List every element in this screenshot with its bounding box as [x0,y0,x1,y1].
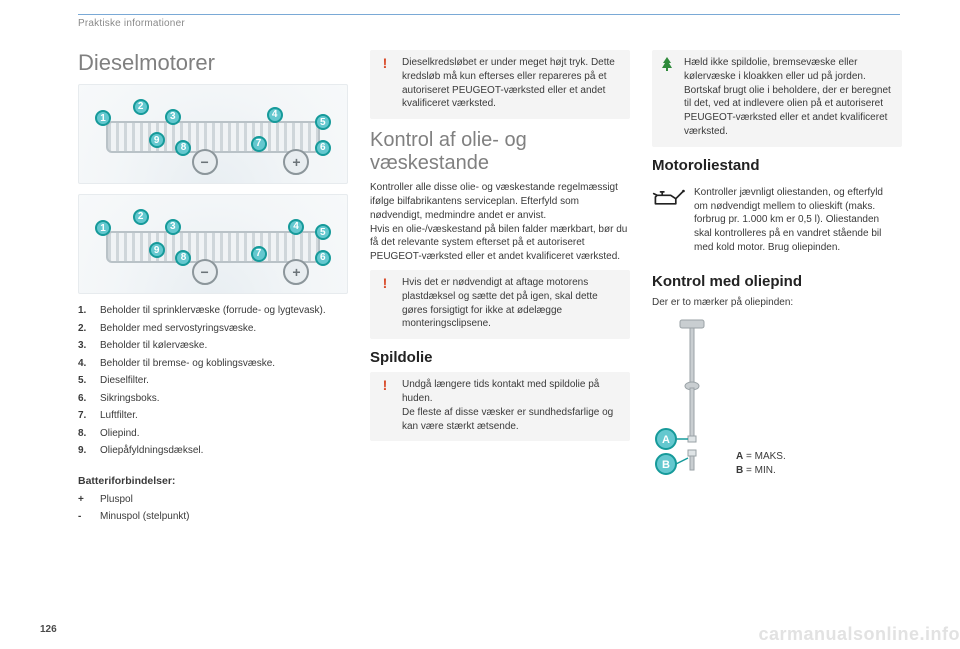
dipstick-icon: A B [652,318,722,478]
engine-grille [106,121,320,153]
figure-marker: 5 [315,114,331,130]
list-item: 6. Sikringsboks. [78,392,348,407]
list-item-text: Beholder til sprinklervæske (forrude- og… [100,304,326,319]
figure-marker: 6 [315,250,331,266]
body-oliepind: Der er to mærker på oliepinden: [652,296,902,310]
list-item-number: 1. [78,304,92,319]
figure-marker: 4 [267,107,283,123]
list-item: 2. Beholder med servostyringsvæske. [78,322,348,337]
tree-icon [658,56,676,139]
svg-text:A: A [662,434,670,446]
list-item-number: 5. [78,374,92,389]
list-item-text: Pluspol [100,493,133,508]
callout-text: Undgå længere tids kontakt med spildolie… [402,378,622,433]
list-item-text: Minuspol (stelpunkt) [100,510,189,525]
list-item-text: Dieselfilter. [100,374,149,389]
battery-minus-icon: − [192,149,218,175]
dipstick-label-b: B = MIN. [736,464,786,478]
dipstick-label-a: A = MAKS. [736,450,786,464]
warning-icon: ! [376,56,394,111]
figure-marker: 6 [315,140,331,156]
page-number: 126 [40,624,57,635]
warning-icon: ! [376,276,394,331]
figure-marker: 9 [149,242,165,258]
warning-icon: ! [376,378,394,433]
list-item: 7. Luftfilter. [78,409,348,424]
list-item-text: Oliepind. [100,427,139,442]
list-item: 8. Oliepind. [78,427,348,442]
engine-figure-2: − + 123987456 [78,194,348,294]
top-rule [78,14,900,15]
breadcrumb: Praktiske informationer [78,18,185,29]
figure-marker: 8 [175,140,191,156]
figure-marker: 3 [165,219,181,235]
svg-text:B: B [662,459,670,471]
col-1: Dieselmotorer − + 123984756 − + 12398745… [78,50,348,528]
list-item-number: 4. [78,357,92,372]
body-levels: Kontroller alle disse olie- og væskestan… [370,181,630,264]
list-item: -Minuspol (stelpunkt) [78,510,348,525]
figure-marker: 3 [165,109,181,125]
list-item-number: + [78,493,92,508]
list-item-text: Beholder med servostyringsvæske. [100,322,256,337]
heading-levels: Kontrol af olie- og væskestande [370,129,630,175]
callout-warning-cover: ! Hvis det er nødvendigt at aftage motor… [370,270,630,339]
engine-figure-1: − + 123984756 [78,84,348,184]
figure-marker: 2 [133,99,149,115]
list-item-number: 7. [78,409,92,424]
battery-plus-icon: + [283,259,309,285]
list-item: 3. Beholder til kølervæske. [78,339,348,354]
battery-minus-icon: − [192,259,218,285]
callout-warning-diesel: ! Dieselkredsløbet er under meget højt t… [370,50,630,119]
columns: Dieselmotorer − + 123984756 − + 12398745… [78,50,900,528]
callout-warning-spildolie: ! Undgå længere tids kontakt med spildol… [370,372,630,441]
battery-heading: Batteriforbindelser: [78,475,348,487]
list-item: + Pluspol [78,493,348,508]
heading-spildolie: Spildolie [370,349,630,366]
figure-marker: 7 [251,246,267,262]
heading-motorolie: Motoroliestand [652,157,902,174]
watermark: carmanualsonline.info [758,624,960,645]
list-item-number: - [78,510,92,525]
figure-legend: 1. Beholder til sprinklervæske (forrude- … [78,304,348,459]
battery-legend: +Pluspol-Minuspol (stelpunkt) [78,493,348,525]
oil-text: Kontroller jævnligt oliestanden, og efte… [694,186,894,255]
figure-marker: 5 [315,224,331,240]
page-title: Dieselmotorer [78,50,348,76]
battery-plus-icon: + [283,149,309,175]
col-3: Hæld ikke spildolie, bremsevæske eller k… [652,50,902,528]
engine-grille [106,231,320,263]
col-2: ! Dieselkredsløbet er under meget højt t… [370,50,630,528]
list-item-text: Luftfilter. [100,409,138,424]
dipstick-labels: A = MAKS. B = MIN. [736,450,786,478]
dipstick-figure: A B A = MAKS. B = MIN. [652,318,902,478]
oil-block: Kontroller jævnligt oliestanden, og efte… [652,180,902,263]
list-item-text: Oliepåfyldningsdæksel. [100,444,203,459]
list-item: 5. Dieselfilter. [78,374,348,389]
list-item-number: 6. [78,392,92,407]
list-item-text: Beholder til kølervæske. [100,339,207,354]
manual-page: Praktiske informationer Dieselmotorer − … [0,0,960,649]
figure-marker: 8 [175,250,191,266]
list-item: 4. Beholder til bremse- og koblingsvæske. [78,357,348,372]
oil-can-icon [652,186,686,208]
callout-eco: Hæld ikke spildolie, bremsevæske eller k… [652,50,902,147]
callout-text: Hvis det er nødvendigt at aftage motoren… [402,276,622,331]
list-item-number: 8. [78,427,92,442]
figure-marker: 4 [288,219,304,235]
list-item: 1. Beholder til sprinklervæske (forrude- … [78,304,348,319]
list-item-number: 2. [78,322,92,337]
list-item-number: 9. [78,444,92,459]
figure-marker: 9 [149,132,165,148]
callout-text: Hæld ikke spildolie, bremsevæske eller k… [684,56,894,139]
callout-text: Dieselkredsløbet er under meget højt try… [402,56,622,111]
list-item: 9. Oliepåfyldningsdæksel. [78,444,348,459]
list-item-number: 3. [78,339,92,354]
heading-oliepind: Kontrol med oliepind [652,273,902,290]
figure-marker: 2 [133,209,149,225]
list-item-text: Sikringsboks. [100,392,159,407]
list-item-text: Beholder til bremse- og koblingsvæske. [100,357,275,372]
figure-marker: 7 [251,136,267,152]
